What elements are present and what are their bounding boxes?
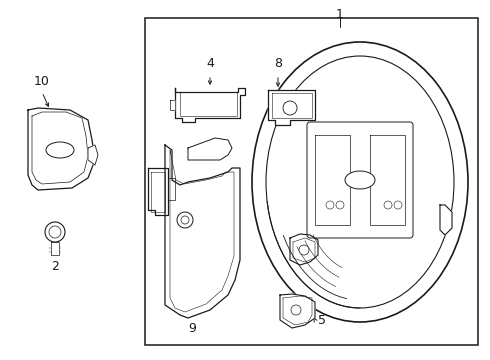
Polygon shape <box>51 242 59 255</box>
Circle shape <box>336 201 344 209</box>
Ellipse shape <box>345 171 375 189</box>
Circle shape <box>283 101 297 115</box>
Circle shape <box>49 226 61 238</box>
Text: 6: 6 <box>193 181 201 194</box>
Text: 4: 4 <box>206 57 214 70</box>
FancyBboxPatch shape <box>307 122 413 238</box>
Polygon shape <box>175 88 245 122</box>
Text: 3: 3 <box>325 242 333 255</box>
Polygon shape <box>170 100 175 110</box>
Circle shape <box>384 201 392 209</box>
Circle shape <box>181 216 189 224</box>
Polygon shape <box>440 205 452 235</box>
Ellipse shape <box>266 56 454 308</box>
Text: 5: 5 <box>318 314 326 327</box>
Text: 2: 2 <box>51 260 59 273</box>
Polygon shape <box>290 234 318 265</box>
Polygon shape <box>148 168 168 215</box>
Polygon shape <box>88 145 98 165</box>
Bar <box>145 18 478 345</box>
Text: 1: 1 <box>336 8 344 21</box>
Polygon shape <box>165 145 240 318</box>
Ellipse shape <box>252 42 468 322</box>
Circle shape <box>177 212 193 228</box>
Circle shape <box>291 305 301 315</box>
Text: 8: 8 <box>274 57 282 70</box>
Ellipse shape <box>46 142 74 158</box>
Polygon shape <box>280 294 315 328</box>
Text: 10: 10 <box>34 75 50 88</box>
Text: 7: 7 <box>458 212 466 225</box>
Polygon shape <box>28 108 95 190</box>
Circle shape <box>326 201 334 209</box>
Polygon shape <box>188 138 232 160</box>
Polygon shape <box>268 90 315 125</box>
Circle shape <box>299 245 309 255</box>
Text: 9: 9 <box>188 322 196 335</box>
Circle shape <box>45 222 65 242</box>
Circle shape <box>394 201 402 209</box>
